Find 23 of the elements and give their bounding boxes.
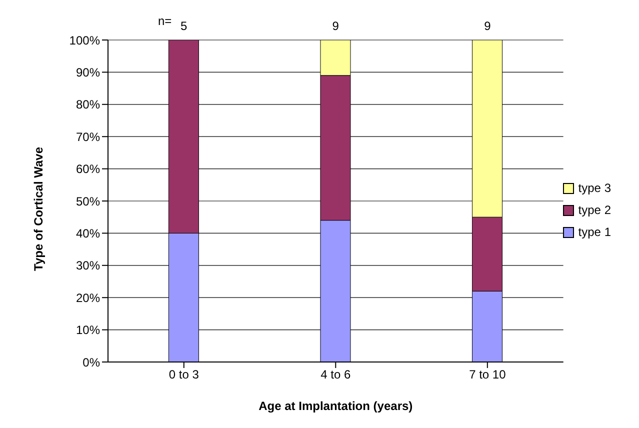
y-tick-label: 40% — [76, 226, 100, 240]
y-axis-title: Type of Cortical Wave — [31, 146, 46, 271]
y-tick-label: 30% — [76, 258, 100, 273]
legend-label: type 3 — [578, 181, 611, 195]
x-tick-label: 4 to 6 — [320, 368, 351, 382]
annotation: 9 — [484, 19, 492, 33]
y-tick-label: 20% — [76, 290, 100, 305]
y-tick-label: 0% — [82, 355, 100, 370]
y-tick-label: 70% — [76, 130, 100, 144]
annotation: 9 — [332, 19, 340, 33]
x-tick-label: 0 to 3 — [168, 368, 200, 382]
annotation: 5 — [180, 19, 188, 33]
y-tick-label: 80% — [76, 98, 100, 112]
y-tick-label: 60% — [76, 162, 100, 176]
x-axis-title: Age at Implantation (years) — [258, 399, 413, 413]
x-tick-label: 7 to 10 — [469, 368, 506, 382]
text: n= — [158, 14, 172, 28]
y-tick-label: 100% — [69, 33, 100, 48]
legend-label: type 2 — [578, 203, 611, 217]
y-tick-label: 50% — [76, 194, 100, 208]
y-tick-label: 90% — [76, 65, 100, 80]
legend-label: type 1 — [578, 225, 611, 239]
y-tick-label: 10% — [76, 323, 100, 338]
